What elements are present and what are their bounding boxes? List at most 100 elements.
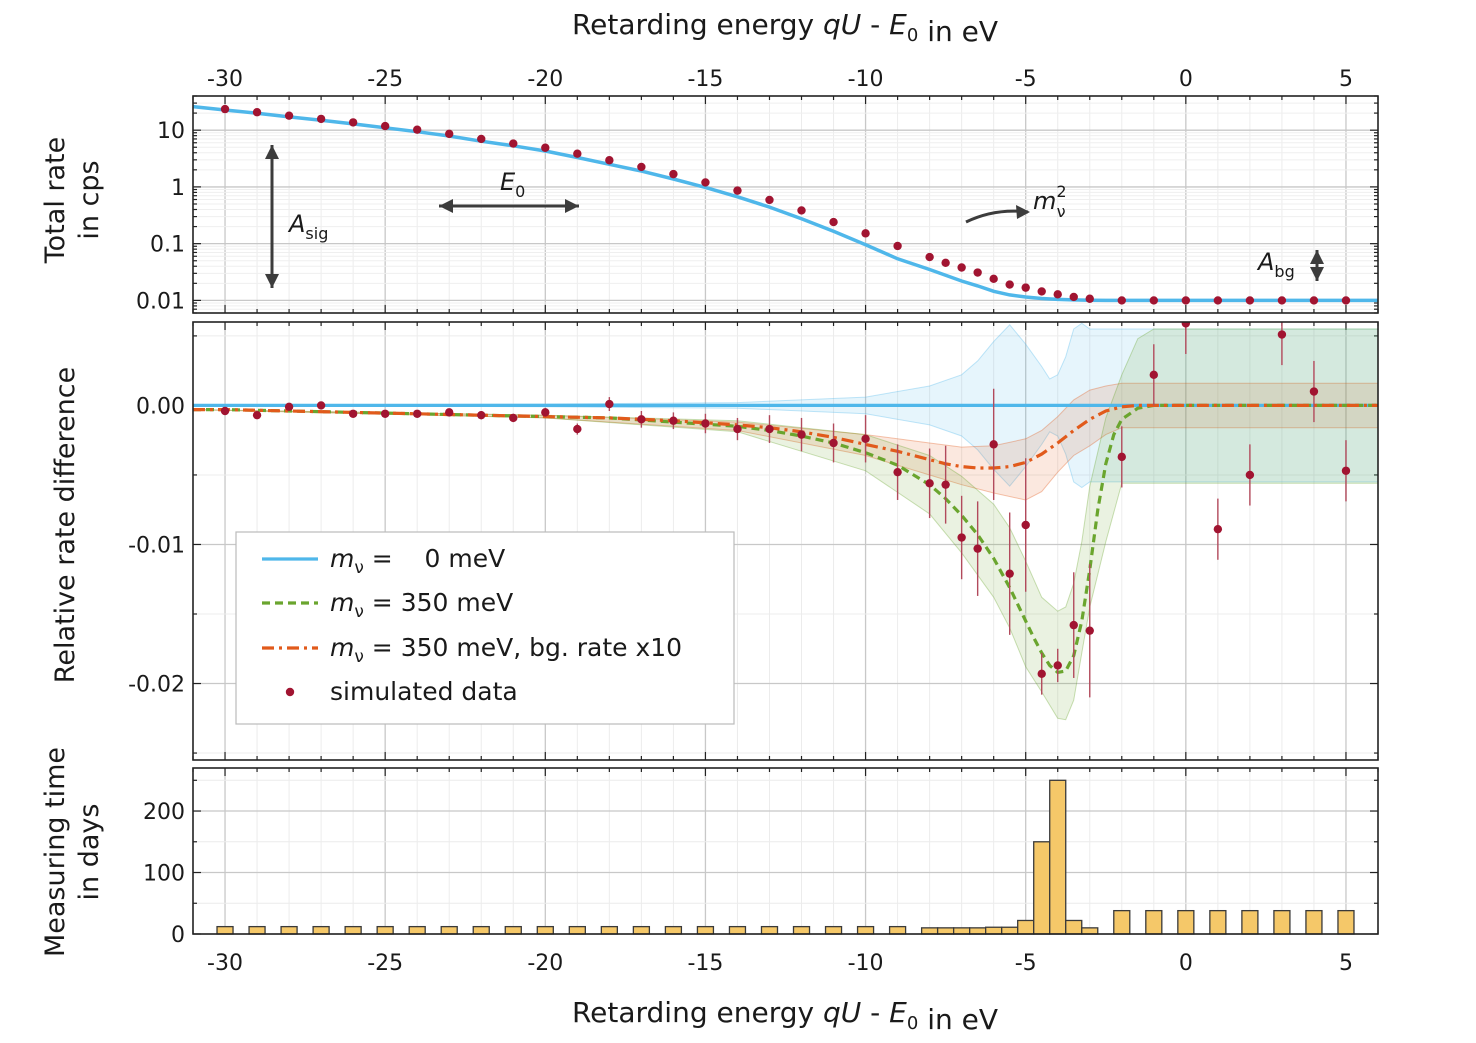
data-point bbox=[1213, 524, 1223, 534]
data-point bbox=[973, 544, 982, 553]
bottom-x-tick-label: -20 bbox=[527, 951, 563, 976]
data-point bbox=[1005, 569, 1014, 578]
legend-label-sub: ν bbox=[354, 647, 364, 667]
rate-data-point bbox=[765, 195, 774, 205]
data-point bbox=[509, 413, 518, 423]
m2-label-main: m bbox=[1033, 187, 1056, 215]
rate-data-point bbox=[1277, 296, 1287, 305]
rate-data-point bbox=[1341, 296, 1351, 305]
a-bg-label: Abg bbox=[1256, 248, 1295, 281]
legend-label-rest: = 350 meV, bg. rate x10 bbox=[364, 633, 682, 662]
time-bar bbox=[504, 925, 522, 935]
data-point bbox=[733, 424, 742, 434]
legend-label-m: m bbox=[330, 588, 354, 617]
rate-data-point bbox=[1069, 292, 1078, 302]
a-bg-arrow-head bbox=[1310, 267, 1324, 281]
time-bar bbox=[536, 925, 554, 935]
m2-label-sub: ν bbox=[1057, 202, 1066, 221]
time-bar bbox=[1241, 909, 1259, 935]
rate-data-point bbox=[701, 178, 710, 187]
rate-data-point bbox=[605, 156, 614, 165]
plot-frame bbox=[192, 767, 1379, 935]
data-point bbox=[380, 409, 390, 418]
data-point bbox=[252, 410, 262, 420]
rate-data-point bbox=[509, 139, 518, 148]
data-point bbox=[1037, 669, 1046, 678]
top-axis-title: Retarding energy qU - E0 in eV -30 -25 -20 -… bbox=[207, 8, 1353, 92]
time-bar bbox=[1145, 909, 1163, 935]
time-bar bbox=[856, 925, 875, 935]
panel-2-clip bbox=[193, 322, 1378, 721]
ylabel-line: in cps bbox=[74, 160, 105, 239]
data-point bbox=[829, 438, 838, 448]
data-point bbox=[637, 415, 646, 424]
m2-label: m2 ν bbox=[1033, 182, 1067, 221]
time-bar bbox=[600, 925, 619, 935]
ylabel-line: Total rate bbox=[40, 137, 71, 264]
top-x-tick-label: -20 bbox=[527, 67, 563, 92]
time-bar bbox=[728, 925, 747, 935]
top-x-tick-label: -15 bbox=[687, 67, 723, 92]
time-y-label: Measuring time in days bbox=[40, 747, 105, 957]
legend-label: mν = 350 meV bbox=[330, 588, 513, 622]
bottom-x-tick-label: -10 bbox=[848, 951, 884, 976]
m2-label-sup: 2 bbox=[1056, 182, 1066, 201]
time-bar bbox=[936, 927, 955, 935]
top-x-tick-label: -30 bbox=[207, 67, 243, 92]
data-point bbox=[573, 424, 582, 434]
bottom-x-tick-label: 0 bbox=[1179, 951, 1193, 976]
uncertainty-band bbox=[193, 328, 1378, 721]
time-bar bbox=[248, 925, 266, 935]
rate-data-point bbox=[412, 125, 422, 134]
rate-data-point bbox=[1085, 294, 1094, 303]
uncertainty-band bbox=[193, 382, 1378, 501]
rate-data-point bbox=[220, 104, 230, 114]
time-bar bbox=[1273, 909, 1291, 935]
data-point bbox=[1277, 330, 1287, 339]
a-bg-label-main: A bbox=[1256, 248, 1274, 276]
axis-title-part: in eV bbox=[918, 15, 998, 48]
time-bar bbox=[952, 927, 971, 935]
legend-label-rest: = 0 meV bbox=[364, 544, 505, 573]
rate-data-point bbox=[541, 143, 550, 152]
rate-data-point bbox=[252, 108, 262, 117]
data-point bbox=[316, 401, 326, 410]
a-bg-label-sub: bg bbox=[1274, 262, 1294, 281]
a-sig-label-sub: sig bbox=[305, 224, 328, 243]
rate-data-point bbox=[637, 162, 646, 172]
axis-title-part: 0 bbox=[907, 1013, 918, 1034]
legend-box bbox=[235, 531, 735, 725]
time-bar bbox=[664, 925, 683, 935]
bottom-x-tick-label: -25 bbox=[367, 951, 403, 976]
time-bar bbox=[632, 925, 651, 935]
data-point bbox=[941, 480, 950, 489]
ylabel-line: Relative rate difference bbox=[50, 367, 81, 683]
axis-title-part: E bbox=[889, 996, 907, 1029]
axis-title-part: Retarding energy bbox=[572, 8, 823, 41]
time-bar bbox=[1209, 909, 1227, 935]
legend-label-m: m bbox=[330, 633, 354, 662]
time-bar bbox=[1113, 909, 1131, 935]
rate-data-point bbox=[1053, 290, 1062, 299]
axis-title-part: in eV bbox=[918, 1003, 998, 1036]
rate-data-point bbox=[477, 134, 486, 144]
y-tick-label: 1 bbox=[171, 176, 185, 201]
time-bar bbox=[376, 925, 394, 935]
top-x-tick-label: -25 bbox=[367, 67, 403, 92]
legend-label-sub: ν bbox=[354, 558, 364, 578]
rate-y-label: Total rate in cps bbox=[40, 137, 105, 264]
data-point bbox=[220, 406, 230, 416]
rate-data-point bbox=[316, 114, 326, 124]
data-point bbox=[541, 408, 550, 417]
axis-title-part: Retarding energy bbox=[572, 996, 823, 1029]
y-tick-label: 0 bbox=[171, 923, 185, 948]
y-tick-label: 10 bbox=[157, 119, 185, 144]
top-x-tick-label: 0 bbox=[1179, 67, 1193, 92]
rate-curve bbox=[192, 104, 1378, 303]
rate-data-point bbox=[348, 118, 358, 127]
time-bar bbox=[440, 925, 458, 935]
rate-data-point bbox=[284, 111, 294, 120]
time-bar bbox=[920, 927, 939, 935]
top-axis-title-text: Retarding energy qU - E0 in eV bbox=[572, 8, 998, 48]
top-x-tick-label: 5 bbox=[1339, 67, 1353, 92]
